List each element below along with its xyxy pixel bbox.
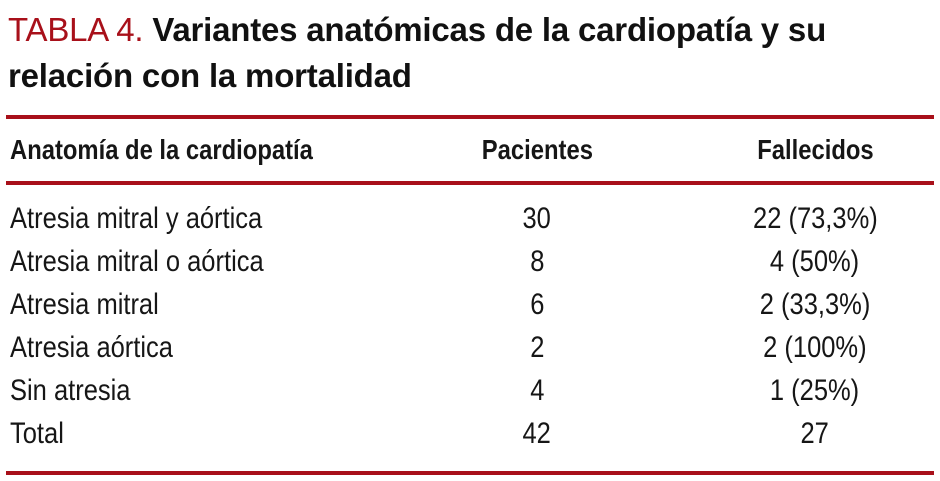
table-row: Atresia mitral o aórtica 8 4 (50%) (6, 240, 934, 283)
table-row: Atresia mitral 6 2 (33,3%) (6, 283, 934, 326)
cell-patients: 2 (529, 331, 545, 364)
cell-anatomy: Atresia mitral (10, 288, 159, 321)
cell-deaths: 2 (100%) (763, 331, 867, 364)
table-row: Atresia mitral y aórtica 30 22 (73,3%) (6, 183, 934, 240)
table-row-total: Total 42 27 (6, 412, 934, 473)
column-header-patients: Pacientes (456, 117, 618, 185)
cell-anatomy: Total (10, 417, 64, 450)
mortality-table: Anatomía de la cardiopatía Pacientes Fal… (6, 115, 934, 475)
cell-deaths: 22 (73,3%) (752, 202, 878, 235)
table-title-text: Variantes anatómicas de la cardiopatía y… (8, 11, 827, 94)
column-header-anatomy: Anatomía de la cardiopatía (6, 117, 456, 185)
cell-anatomy: Atresia mitral o aórtica (10, 245, 264, 278)
cell-patients: 30 (522, 202, 552, 235)
cell-anatomy: Atresia aórtica (10, 331, 173, 364)
cell-patients: 42 (522, 417, 552, 450)
cell-patients: 8 (529, 245, 545, 278)
cell-deaths: 27 (800, 417, 830, 450)
cell-deaths: 2 (33,3%) (759, 288, 871, 321)
cell-patients: 6 (529, 288, 545, 321)
table-header-row: Anatomía de la cardiopatía Pacientes Fal… (6, 117, 934, 185)
table-row: Sin atresia 4 1 (25%) (6, 369, 934, 412)
cell-anatomy: Sin atresia (10, 374, 131, 407)
table-row: Atresia aórtica 2 2 (100%) (6, 326, 934, 369)
table-number-label: TABLA 4. (8, 11, 144, 48)
cell-patients: 4 (529, 374, 545, 407)
cell-anatomy: Atresia mitral y aórtica (10, 202, 263, 235)
column-header-deaths: Fallecidos (618, 117, 934, 185)
table-title: TABLA 4. Variantes anatómicas de la card… (0, 0, 940, 99)
cell-deaths: 1 (25%) (770, 374, 860, 407)
cell-deaths: 4 (50%) (770, 245, 860, 278)
